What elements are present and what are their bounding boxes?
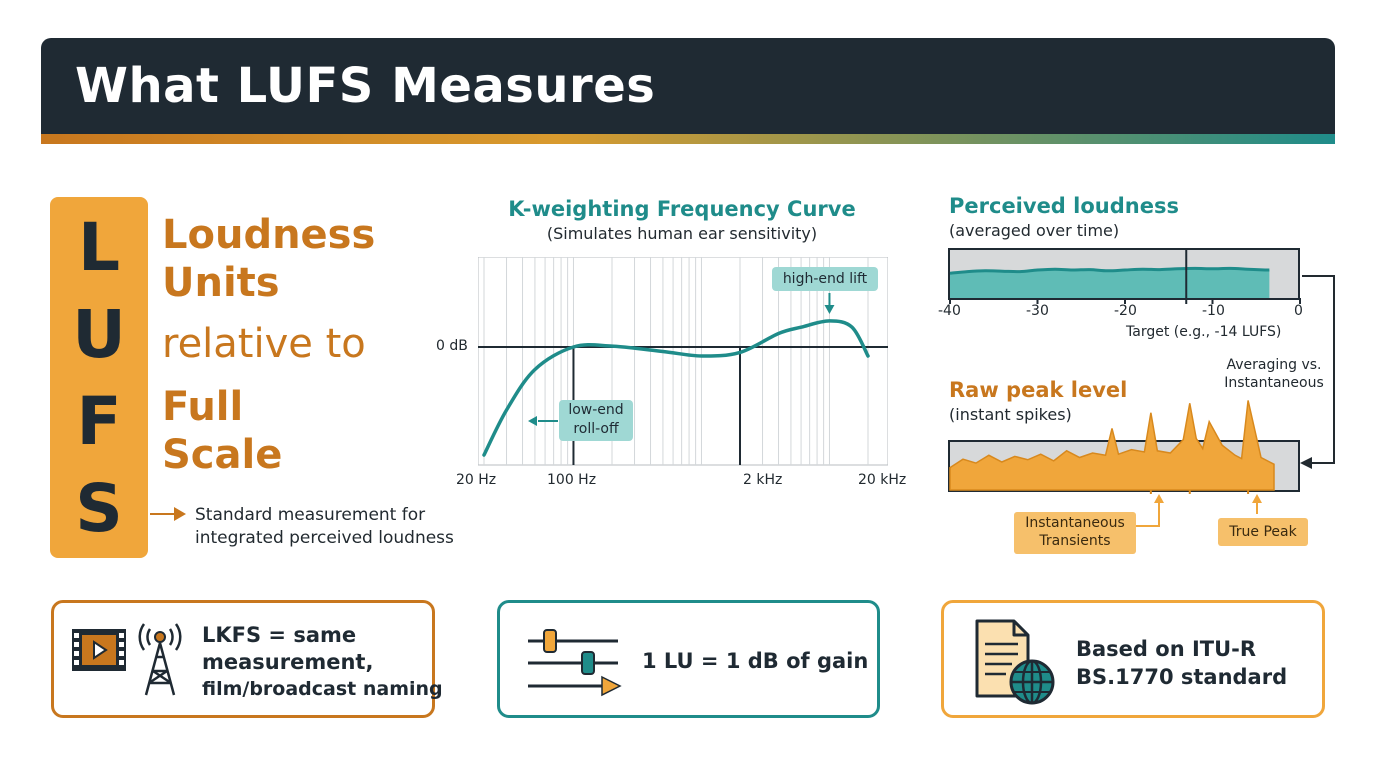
- itu-line-2: BS.1770 standard: [1076, 665, 1288, 689]
- target-label: Target (e.g., -14 LUFS): [1126, 324, 1282, 340]
- raw-peak-subtitle: (instant spikes): [949, 405, 1072, 424]
- x-tick-2khz: 2 kHz: [743, 472, 783, 488]
- perceived-loudness-chart: [948, 248, 1301, 304]
- k-weighting-title: K-weighting Frequency Curve: [508, 197, 856, 221]
- kw-curve-series: [482, 319, 870, 457]
- high-end-lift-annotation: high-end lift: [772, 267, 878, 291]
- pl-tick-minus40: -40: [938, 303, 961, 319]
- lufs-acronym-bar: L U F S: [50, 197, 148, 558]
- pl-tick-zero: 0: [1294, 303, 1303, 319]
- pl-tick-minus30: -30: [1026, 303, 1049, 319]
- k-weighting-chart: [478, 257, 888, 466]
- lufs-description-line-1: Standard measurement for: [195, 505, 426, 525]
- lu-gain-text: 1 LU = 1 dB of gain: [642, 649, 869, 673]
- fader-sliders-icon: [528, 629, 622, 697]
- averaging-vs-instantaneous-label: Averaging vs. Instantaneous: [1214, 356, 1334, 392]
- acronym-line-loudness: Loudness: [162, 212, 376, 258]
- lkfs-line-1: LKFS = same: [202, 623, 357, 647]
- k-weighting-subtitle: (Simulates human ear sensitivity): [546, 224, 818, 243]
- pl-tick-minus20: -20: [1114, 303, 1137, 319]
- x-tick-20khz: 20 kHz: [858, 472, 907, 488]
- lkfs-line-3: film/broadcast naming: [202, 678, 443, 700]
- connector-arrow-icon: [1300, 275, 1335, 469]
- acronym-letter-l: L: [77, 209, 121, 286]
- instantaneous-line: Instantaneous: [1224, 375, 1324, 391]
- lufs-description-line-2: integrated perceived loudness: [195, 528, 454, 548]
- description-arrow-icon: [150, 513, 176, 515]
- itu-line-1: Based on ITU-R: [1076, 637, 1257, 661]
- low-end-arrow-head: [528, 416, 537, 426]
- lkfs-line-2: measurement,: [202, 650, 374, 674]
- raw-peak-title: Raw peak level: [949, 378, 1128, 402]
- low-end-rolloff-annotation: low-end roll-off: [559, 400, 633, 441]
- acronym-letter-f: F: [76, 383, 122, 460]
- rolloff-line: roll-off: [573, 421, 619, 437]
- header-accent-rule: [41, 134, 1335, 144]
- instantaneous-line-2: Instantaneous: [1025, 515, 1125, 531]
- lkfs-text: LKFS = same measurement, film/broadcast …: [202, 622, 443, 703]
- x-tick-20hz: 20 Hz: [456, 472, 497, 488]
- averaging-line: Averaging vs.: [1226, 357, 1322, 373]
- standard-document-globe-icon: [975, 619, 1055, 705]
- acronym-line-units: Units: [162, 260, 280, 306]
- page-title: What LUFS Measures: [75, 58, 656, 114]
- perceived-loudness-title: Perceived loudness: [949, 194, 1179, 218]
- description-arrow-head-icon: [174, 507, 186, 521]
- header-bar: What LUFS Measures: [41, 38, 1335, 134]
- itu-text: Based on ITU-R BS.1770 standard: [1076, 635, 1287, 691]
- card-lkfs: LKFS = same measurement, film/broadcast …: [51, 600, 443, 718]
- pl-line-series: [949, 266, 1270, 275]
- pl-tick-minus10: -10: [1202, 303, 1225, 319]
- low-end-line: low-end: [568, 402, 624, 418]
- x-tick-100hz: 100 Hz: [547, 472, 597, 488]
- film-icon: [72, 629, 126, 671]
- raw-peak-chart: [948, 400, 1300, 494]
- peak-callout-arrows-icon: [1132, 494, 1262, 527]
- pl-area-series: [950, 268, 1270, 298]
- acronym-letter-s: S: [75, 470, 123, 547]
- rp-area-series: [949, 400, 1275, 491]
- perceived-loudness-subtitle: (averaged over time): [949, 221, 1120, 240]
- acronym-letter-u: U: [72, 296, 126, 373]
- high-end-arrow-head: [824, 305, 835, 314]
- broadcast-tower-icon: [138, 623, 182, 696]
- acronym-line-relative: relative to: [162, 321, 366, 367]
- card-itu-standard: Based on ITU-R BS.1770 standard: [941, 600, 1325, 718]
- acronym-line-scale: Scale: [162, 432, 283, 478]
- acronym-line-full: Full: [162, 384, 244, 430]
- transients-line: Transients: [1039, 533, 1111, 549]
- lufs-description: Standard measurement for integrated perc…: [195, 504, 454, 550]
- k-weighting-zero-db-label: 0 dB: [436, 338, 468, 354]
- instantaneous-transients-label: Instantaneous Transients: [1014, 512, 1136, 554]
- true-peak-label: True Peak: [1218, 518, 1308, 546]
- card-lu-gain: 1 LU = 1 dB of gain: [497, 600, 880, 718]
